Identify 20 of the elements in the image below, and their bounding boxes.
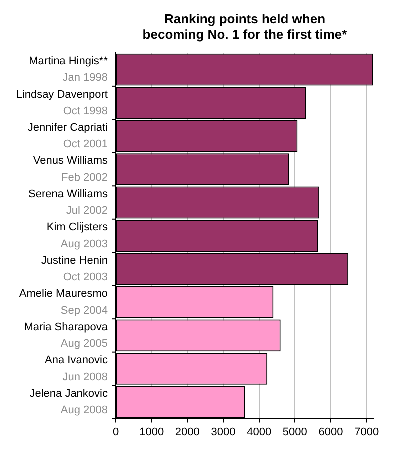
x-tick-label: 5000 bbox=[282, 426, 308, 438]
y-tick-label: Justine Henin Oct 2003 bbox=[41, 254, 108, 284]
x-tick-label: 1000 bbox=[140, 426, 164, 438]
x-tick-label: 2000 bbox=[175, 426, 200, 438]
x-tick-label: 4000 bbox=[247, 426, 272, 438]
x-tick-label: 6000 bbox=[318, 426, 344, 438]
y-tick-label: Martina Hingis** Jan 1998 bbox=[29, 56, 109, 84]
y-tick-label: Serena Williams Jul 2002 bbox=[28, 188, 108, 218]
y-tick-label: Ana Ivanovic Jun 2008 bbox=[45, 354, 108, 384]
x-tick-label: 0 bbox=[112, 426, 120, 438]
y-tick-label: Jelena Jankovic Aug 2008 bbox=[30, 388, 108, 417]
x-tick-label: 3000 bbox=[211, 426, 236, 438]
y-tick-label: Maria Sharapova Aug 2005 bbox=[24, 321, 109, 350]
y-tick-label: Amelie Mauresmo Sep 2004 bbox=[19, 288, 108, 317]
x-tick-label: 7000 bbox=[354, 426, 380, 438]
y-tick-label: Jennifer Capriati Oct 2001 bbox=[28, 122, 108, 151]
y-tick-label: Lindsay Davenport Oct 1998 bbox=[16, 88, 108, 118]
chart-title: Ranking points held when becoming No. 1 for the first time* bbox=[142, 11, 348, 42]
y-tick-label: Kim Clijsters Aug 2003 bbox=[46, 222, 108, 250]
y-tick-label: Venus Williams Feb 2002 bbox=[33, 155, 108, 184]
